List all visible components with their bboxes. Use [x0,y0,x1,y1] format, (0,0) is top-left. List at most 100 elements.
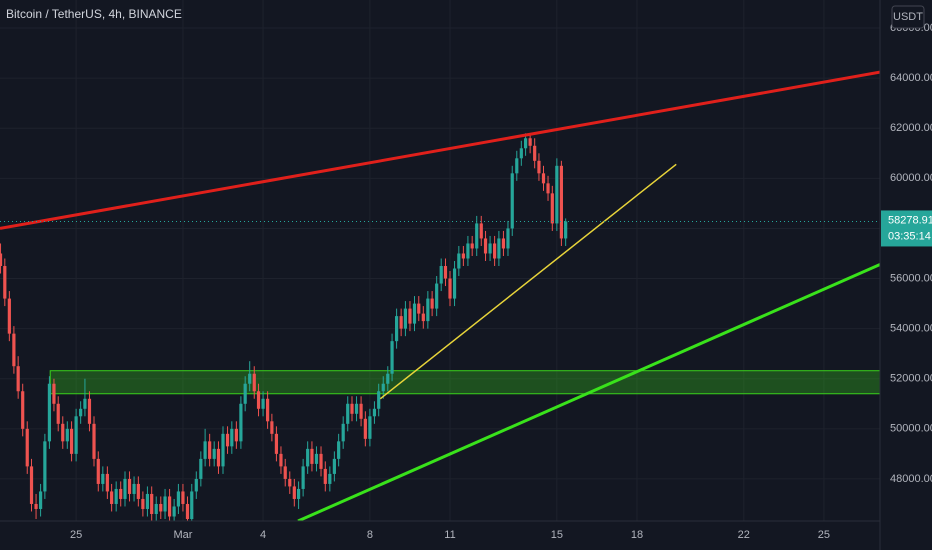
candle-body [190,491,194,519]
candle-body [119,488,123,499]
y-tick-label: 52000.00 [890,373,932,385]
candle-body [221,433,225,467]
candle-body [110,491,114,504]
candle-body [483,238,488,254]
candle-body [199,458,203,479]
candle-body [332,458,336,474]
candle-body [74,416,78,454]
candle-body [497,238,501,259]
candle-body [346,403,350,424]
candle-body [533,145,537,161]
candle-body [488,243,492,254]
candle-body [61,423,65,442]
candle-body [12,333,16,367]
candle-body [323,468,327,484]
candle-body [150,493,154,514]
candle-body [452,268,457,299]
candle-body [417,303,421,314]
candle-body [279,453,283,467]
candle-body [426,298,430,322]
candle-body [457,253,461,269]
countdown-label: 03:35:14 [888,230,931,242]
candle-body [216,448,221,467]
y-tick-label: 48000.00 [890,473,932,485]
candle-body [234,428,238,442]
x-tick-label: 15 [551,529,563,541]
candle-body [83,398,87,409]
candle-body [25,428,29,467]
candle-body [208,441,212,459]
candle-body [337,441,341,459]
candle-body [105,473,109,492]
support-zone [49,370,880,395]
candle-body [350,403,354,414]
candle-body [266,398,270,422]
candle-body [181,491,185,504]
candle-body [87,398,92,424]
candle-body [296,488,301,499]
candle-body [328,473,332,484]
candle-body [523,138,528,149]
candle-body [368,416,372,439]
candle-body [167,496,172,517]
candle-body [306,448,310,467]
candle-body [501,238,506,249]
candle-body [537,160,541,174]
candle-body [256,391,261,409]
x-tick-label: 25 [818,529,830,541]
candle-body [69,428,74,454]
candle-body [515,158,519,174]
x-tick-label: 22 [738,529,750,541]
candle-body [252,373,256,392]
candle-body [141,498,145,509]
trend-line [297,263,880,521]
candle-body [421,313,425,322]
candle-body [466,243,470,259]
candle-body [176,491,181,507]
candle-body [546,183,550,194]
candle-body [270,421,274,434]
candle-body [412,303,417,324]
candle-body [564,221,568,239]
candle-body [92,423,96,459]
x-tick-label: 4 [260,529,266,541]
currency-label: USDT [893,11,923,23]
candle-body [225,433,230,447]
candle-body [519,148,523,159]
candle-body [132,483,136,494]
candle-body [34,503,38,509]
candle-body [363,418,367,439]
candle-body [288,478,292,487]
candle-body [386,373,390,384]
candle-body [172,506,176,517]
candle-body [38,491,43,509]
candle-body [559,165,563,239]
candle-body [248,373,252,384]
candle-body [372,408,377,417]
candle-body [443,266,448,279]
candle-body [430,298,434,309]
y-tick-label: 62000.00 [890,122,932,134]
candle-body [136,483,140,499]
candle-body [43,441,47,492]
candle-body [301,466,305,489]
candle-body [395,316,399,342]
candle-body [354,403,359,414]
last-price-label: 58278.91 [888,214,932,226]
y-tick-label: 50000.00 [890,423,932,435]
candle-body [239,403,243,442]
candle-body [3,266,7,299]
candle-body [212,448,216,459]
candle-body [127,478,132,494]
candle-body [292,486,296,499]
currency-box[interactable] [891,5,925,29]
candle-body [65,428,69,442]
x-tick-label: Mar [173,529,192,541]
candle-body [461,253,465,259]
candle-body [550,193,554,224]
candle-body [390,341,394,374]
candle-body [230,428,234,447]
candle-body [194,478,198,492]
